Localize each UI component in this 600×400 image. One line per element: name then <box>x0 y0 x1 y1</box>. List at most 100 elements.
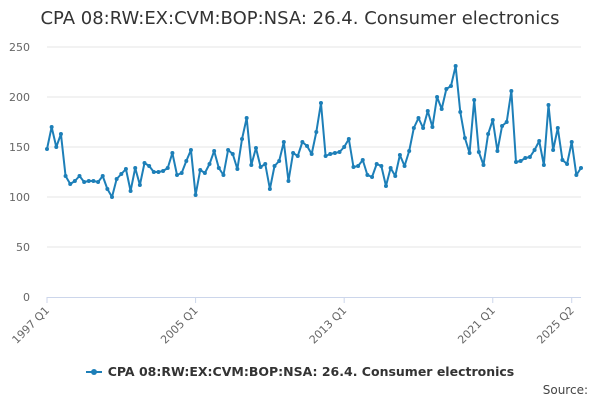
data-point[interactable] <box>430 125 435 129</box>
data-point[interactable] <box>77 174 82 178</box>
data-point[interactable] <box>472 98 477 102</box>
data-point[interactable] <box>226 148 231 152</box>
data-point[interactable] <box>179 171 184 175</box>
data-point[interactable] <box>82 180 87 184</box>
data-point[interactable] <box>147 164 152 168</box>
data-point[interactable] <box>476 150 481 154</box>
data-point[interactable] <box>481 163 486 167</box>
data-point[interactable] <box>504 120 509 124</box>
data-point[interactable] <box>439 107 444 111</box>
data-point[interactable] <box>142 161 147 165</box>
data-point[interactable] <box>272 164 277 168</box>
data-point[interactable] <box>537 139 542 143</box>
data-point[interactable] <box>277 159 282 163</box>
chart-legend[interactable]: CPA 08:RW:EX:CVM:BOP:NSA: 26.4. Consumer… <box>0 364 600 379</box>
data-point[interactable] <box>96 180 101 184</box>
data-point[interactable] <box>356 164 361 168</box>
data-point[interactable] <box>374 162 379 166</box>
data-point[interactable] <box>63 174 68 178</box>
data-point[interactable] <box>202 171 207 175</box>
data-point[interactable] <box>295 154 300 158</box>
data-point[interactable] <box>212 149 217 153</box>
data-point[interactable] <box>393 174 398 178</box>
data-point[interactable] <box>300 140 305 144</box>
data-point[interactable] <box>495 149 500 153</box>
data-point[interactable] <box>490 118 495 122</box>
data-point[interactable] <box>263 162 268 166</box>
data-point[interactable] <box>119 172 124 176</box>
data-point[interactable] <box>523 156 528 160</box>
data-point[interactable] <box>221 173 226 177</box>
data-point[interactable] <box>281 140 286 144</box>
data-point[interactable] <box>425 109 430 113</box>
data-point[interactable] <box>388 166 393 170</box>
data-point[interactable] <box>133 166 138 170</box>
data-point[interactable] <box>411 126 416 130</box>
data-point[interactable] <box>291 151 296 155</box>
data-point[interactable] <box>383 184 388 188</box>
data-point[interactable] <box>513 160 518 164</box>
data-point[interactable] <box>45 147 49 151</box>
data-point[interactable] <box>305 144 310 148</box>
data-point[interactable] <box>351 165 356 169</box>
data-point[interactable] <box>435 95 440 99</box>
data-point[interactable] <box>105 187 110 191</box>
data-point[interactable] <box>453 64 458 68</box>
data-point[interactable] <box>188 148 193 152</box>
data-point[interactable] <box>244 116 249 120</box>
data-point[interactable] <box>54 145 59 149</box>
data-point[interactable] <box>235 167 240 171</box>
data-point[interactable] <box>379 164 384 168</box>
data-point[interactable] <box>249 163 254 167</box>
data-point[interactable] <box>486 132 491 136</box>
data-point[interactable] <box>370 175 375 179</box>
data-point[interactable] <box>175 173 180 177</box>
data-point[interactable] <box>444 87 449 91</box>
data-point[interactable] <box>240 137 245 141</box>
data-point[interactable] <box>230 152 235 156</box>
data-point[interactable] <box>551 148 556 152</box>
data-point[interactable] <box>509 89 514 93</box>
data-point[interactable] <box>467 151 472 155</box>
data-point[interactable] <box>128 189 133 193</box>
data-point[interactable] <box>156 170 161 174</box>
data-point[interactable] <box>161 169 166 173</box>
data-point[interactable] <box>165 166 170 170</box>
data-point[interactable] <box>462 136 467 140</box>
data-point[interactable] <box>114 177 119 181</box>
data-point[interactable] <box>216 166 221 170</box>
data-point[interactable] <box>560 158 565 162</box>
data-point[interactable] <box>123 167 128 171</box>
data-point[interactable] <box>323 154 328 158</box>
data-point[interactable] <box>532 148 537 152</box>
data-point[interactable] <box>110 195 115 199</box>
data-point[interactable] <box>342 145 347 149</box>
data-point[interactable] <box>68 182 73 186</box>
data-point[interactable] <box>332 151 337 155</box>
data-point[interactable] <box>58 132 63 136</box>
data-point[interactable] <box>448 84 453 88</box>
data-point[interactable] <box>365 173 370 177</box>
data-point[interactable] <box>151 170 156 174</box>
data-point[interactable] <box>170 151 175 155</box>
data-point[interactable] <box>518 159 523 163</box>
data-point[interactable] <box>458 110 463 114</box>
data-point[interactable] <box>546 103 551 107</box>
data-point[interactable] <box>574 173 579 177</box>
data-point[interactable] <box>555 126 560 130</box>
data-point[interactable] <box>579 166 583 170</box>
data-point[interactable] <box>86 179 91 183</box>
data-point[interactable] <box>318 101 323 105</box>
data-point[interactable] <box>328 152 333 156</box>
data-point[interactable] <box>72 179 77 183</box>
data-point[interactable] <box>198 168 203 172</box>
data-point[interactable] <box>337 150 342 154</box>
data-point[interactable] <box>416 116 421 120</box>
data-point[interactable] <box>258 165 263 169</box>
data-point[interactable] <box>100 174 105 178</box>
data-point[interactable] <box>421 126 426 130</box>
data-point[interactable] <box>91 179 96 183</box>
data-point[interactable] <box>569 140 574 144</box>
data-point[interactable] <box>193 193 198 197</box>
data-point[interactable] <box>253 146 258 150</box>
